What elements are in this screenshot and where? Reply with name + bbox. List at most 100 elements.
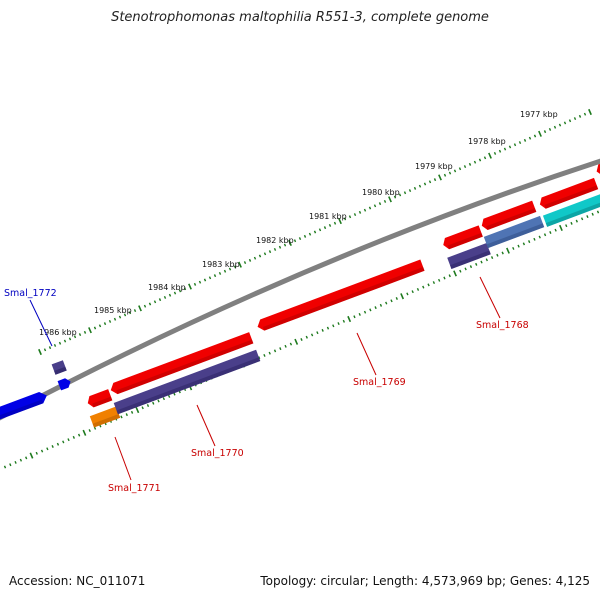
minor-tick xyxy=(368,206,372,210)
minor-tick xyxy=(411,290,414,294)
gene-smal-1769[interactable] xyxy=(255,259,425,333)
minor-tick xyxy=(103,322,107,326)
minor-tick xyxy=(14,460,17,464)
minor-tick xyxy=(448,171,452,175)
minor-tick xyxy=(553,125,557,129)
gene-steel-blue[interactable] xyxy=(483,215,545,249)
minor-tick xyxy=(374,306,377,310)
major-tick xyxy=(400,293,405,300)
major-tick xyxy=(238,261,242,268)
major-tick xyxy=(388,196,392,203)
leader-smal-1772 xyxy=(29,299,53,347)
minor-tick xyxy=(83,330,87,334)
label-smal-1768[interactable]: Smal_1768 xyxy=(476,320,529,331)
minor-tick xyxy=(496,253,499,257)
major-tick xyxy=(538,130,542,137)
minor-tick xyxy=(163,295,167,299)
ruler-label-1980: 1980 kbp xyxy=(362,188,400,197)
minor-tick xyxy=(358,210,362,214)
minor-tick xyxy=(385,301,388,305)
outer-tick-track xyxy=(38,108,592,356)
minor-tick xyxy=(575,219,578,223)
minor-tick xyxy=(98,324,102,328)
minor-tick xyxy=(580,217,584,221)
minor-tick xyxy=(427,283,430,287)
minor-tick xyxy=(538,235,541,239)
label-smal-1771[interactable]: Smal_1771 xyxy=(108,483,161,494)
ruler-label-1986: 1986 kbp xyxy=(39,328,77,337)
minor-tick xyxy=(93,326,97,330)
minor-tick xyxy=(268,250,272,254)
minor-tick xyxy=(183,287,187,291)
minor-tick xyxy=(113,317,117,321)
minor-tick xyxy=(120,415,123,419)
minor-tick xyxy=(152,401,155,405)
minor-tick xyxy=(493,151,497,155)
minor-tick xyxy=(123,313,127,317)
major-tick xyxy=(506,247,510,254)
minor-tick xyxy=(398,193,402,197)
gene-red-1770[interactable] xyxy=(109,332,254,396)
major-tick xyxy=(438,174,442,181)
minor-tick xyxy=(43,348,47,352)
minor-tick xyxy=(153,300,157,304)
minor-tick xyxy=(321,328,324,332)
gene-blue-left[interactable] xyxy=(0,390,49,423)
minor-tick xyxy=(363,208,367,212)
minor-tick xyxy=(283,243,287,247)
minor-tick xyxy=(369,308,372,312)
minor-tick xyxy=(418,184,422,188)
gene-smal-1770[interactable] xyxy=(113,349,261,415)
minor-tick xyxy=(498,149,502,153)
gene-red-1768a[interactable] xyxy=(441,225,483,250)
gene-smal-1772[interactable] xyxy=(51,360,67,375)
minor-tick xyxy=(353,213,357,217)
minor-tick xyxy=(88,429,91,433)
major-tick xyxy=(294,338,299,345)
minor-tick xyxy=(62,440,65,444)
label-smal-1770[interactable]: Smal_1770 xyxy=(191,448,244,459)
minor-tick xyxy=(395,297,398,300)
ruler-label-1979: 1979 kbp xyxy=(415,162,453,171)
leader-smal-1771 xyxy=(114,436,132,481)
minor-tick xyxy=(373,204,377,208)
gene-red-1767[interactable] xyxy=(538,177,599,210)
minor-tick xyxy=(348,215,352,219)
minor-tick xyxy=(298,237,302,241)
minor-tick xyxy=(58,341,62,345)
minor-tick xyxy=(300,338,303,341)
gene-smal-1771[interactable] xyxy=(89,406,121,428)
minor-tick xyxy=(48,346,52,350)
ruler-labels: 1977 kbp 1978 kbp 1979 kbp 1980 kbp 1981… xyxy=(39,110,558,337)
gene-red-1768b[interactable] xyxy=(480,200,537,232)
gene-cyan[interactable] xyxy=(542,193,600,227)
minor-tick xyxy=(554,228,557,232)
minor-tick xyxy=(591,212,594,216)
minor-tick xyxy=(463,165,467,169)
label-smal-1769[interactable]: Smal_1769 xyxy=(353,377,406,388)
minor-tick xyxy=(279,347,282,351)
minor-tick xyxy=(443,173,447,177)
minor-tick xyxy=(490,256,494,260)
minor-tick xyxy=(533,134,537,138)
minor-tick xyxy=(459,269,462,273)
label-smal-1772[interactable]: Smal_1772 xyxy=(4,288,57,299)
minor-tick xyxy=(193,282,197,286)
ruler-label-1978: 1978 kbp xyxy=(468,137,506,146)
minor-tick xyxy=(141,406,144,410)
minor-tick xyxy=(522,242,526,246)
gene-smal-1768[interactable] xyxy=(447,243,491,269)
major-tick xyxy=(82,429,87,436)
minor-tick xyxy=(305,335,308,339)
minor-tick xyxy=(342,319,346,323)
minor-tick xyxy=(464,267,467,271)
minor-tick xyxy=(143,304,147,308)
gene-blue-small[interactable] xyxy=(57,377,73,391)
ruler-label-1985: 1985 kbp xyxy=(94,306,132,315)
minor-tick xyxy=(403,191,407,195)
major-tick xyxy=(29,452,34,459)
gene-red-small-1771[interactable] xyxy=(86,389,113,409)
major-tick xyxy=(488,152,492,159)
minor-tick xyxy=(257,356,261,360)
